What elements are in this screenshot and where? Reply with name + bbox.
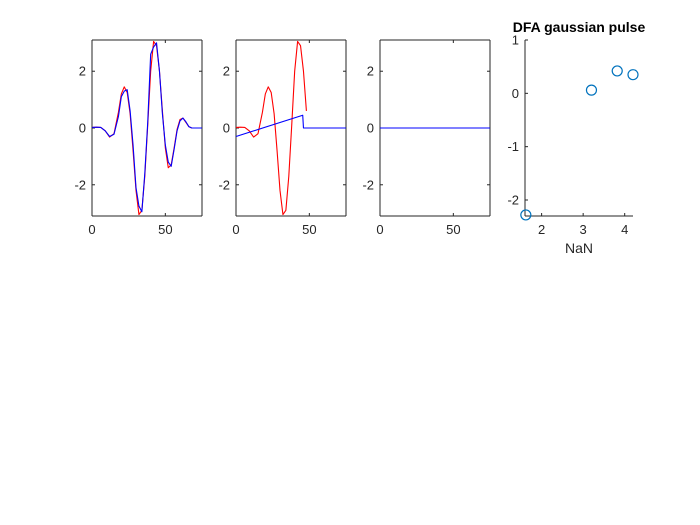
x-tick-label: 50	[446, 222, 460, 237]
x-tick-label: 4	[621, 222, 628, 237]
data-point	[585, 84, 598, 96]
x-tick-label: 3	[580, 222, 587, 237]
chart-title: DFA gaussian pulse	[513, 19, 646, 35]
y-tick-label: 0	[512, 86, 519, 101]
y-tick-label: 2	[367, 64, 374, 79]
axes-2: 0 50 -2 0 2	[218, 39, 347, 237]
series-line-blue	[235, 114, 346, 138]
y-tick-label: 0	[223, 121, 230, 136]
axes-1: 0 50 -2 0 2	[74, 39, 203, 237]
y-tick-label: -2	[362, 177, 374, 192]
y-tick-label: 0	[367, 121, 374, 136]
y-tick-label: 1	[512, 33, 519, 48]
y-tick-label: -2	[74, 177, 86, 192]
data-point	[611, 65, 623, 77]
x-tick-label: 50	[158, 222, 172, 237]
y-tick-label: 2	[79, 64, 86, 79]
y-tick-label: -2	[218, 177, 230, 192]
data-point	[627, 69, 639, 81]
x-tick-label: 50	[302, 222, 316, 237]
x-tick-label: 0	[88, 222, 95, 237]
data-point	[520, 209, 532, 221]
y-tick-label: -2	[507, 193, 519, 208]
x-axis-label: NaN	[565, 240, 593, 256]
series-line-red	[235, 40, 307, 216]
series-line-blue	[91, 42, 202, 213]
x-tick-label: 2	[538, 222, 545, 237]
y-tick-label: -1	[507, 139, 519, 154]
x-tick-label: 0	[376, 222, 383, 237]
axes-3: 0 50 -2 0 2	[362, 39, 491, 237]
x-tick-label: 0	[232, 222, 239, 237]
y-tick-label: 0	[79, 121, 86, 136]
y-tick-label: 2	[223, 64, 230, 79]
